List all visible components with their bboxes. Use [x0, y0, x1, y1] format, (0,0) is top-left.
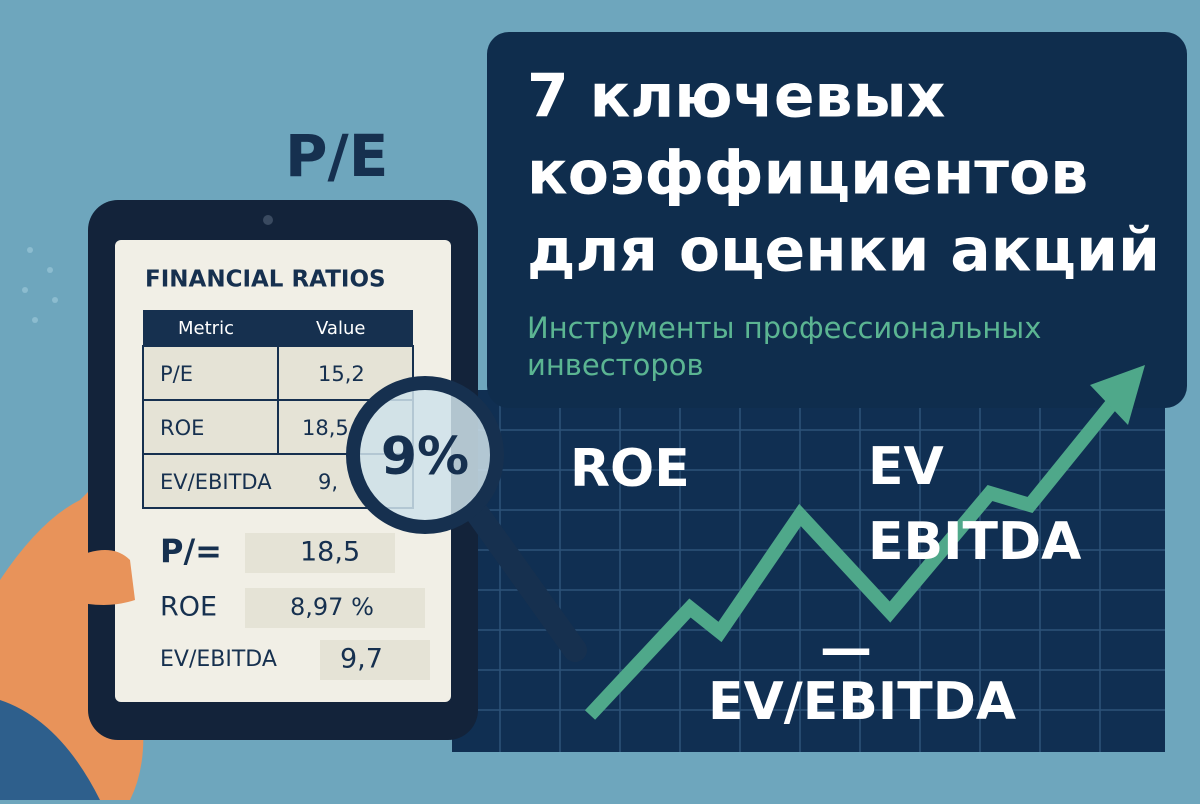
title-line: для оценки акций	[527, 216, 1160, 286]
chart-label: EV	[868, 437, 944, 497]
summary-label: EV/EBITDA	[160, 647, 277, 672]
dots	[22, 247, 58, 323]
table-cell: EV/EBITDA	[160, 470, 272, 494]
table-cell: 15,2	[318, 362, 365, 386]
camera	[263, 215, 273, 225]
summary-boxes	[245, 533, 430, 680]
title-line: 7 ключевых	[527, 62, 945, 132]
column-header: Value	[316, 318, 365, 339]
summary-label: P/=	[160, 532, 222, 570]
chart-label: EV/EBITDA	[708, 672, 1016, 732]
subtitle-line: Инструменты профессиональных	[527, 311, 1041, 345]
title-line: коэффициентов	[527, 139, 1088, 209]
sleeve	[0, 700, 100, 800]
header-panel	[487, 32, 1187, 408]
chart-label: ROE	[570, 439, 690, 499]
summary-value: 18,5	[300, 537, 360, 568]
trend-line	[584, 395, 1121, 720]
table-cell: 18,5	[302, 416, 349, 440]
subtitle-line: инвесторов	[527, 348, 704, 382]
column-header: Metric	[178, 318, 234, 339]
summary-value: 9,7	[340, 644, 383, 675]
table-cell: 9,	[318, 470, 338, 494]
magnifier-lens	[346, 376, 504, 534]
summary-value: 8,97 %	[290, 593, 374, 621]
thumb	[70, 550, 135, 605]
tablet-title: FINANCIAL RATIOS	[145, 267, 386, 293]
trend-arrowhead	[1090, 365, 1145, 425]
magnifier-handle	[463, 498, 587, 662]
chart-dash: —	[820, 619, 872, 679]
table-cell: P/E	[160, 362, 193, 386]
magnifier-text: 9%	[381, 427, 469, 487]
chart-label: EBITDA	[868, 512, 1081, 572]
summary-label: ROE	[160, 592, 217, 623]
badge: P/E	[285, 122, 388, 190]
table-cell: ROE	[160, 416, 204, 440]
chart-panel	[452, 390, 1165, 752]
